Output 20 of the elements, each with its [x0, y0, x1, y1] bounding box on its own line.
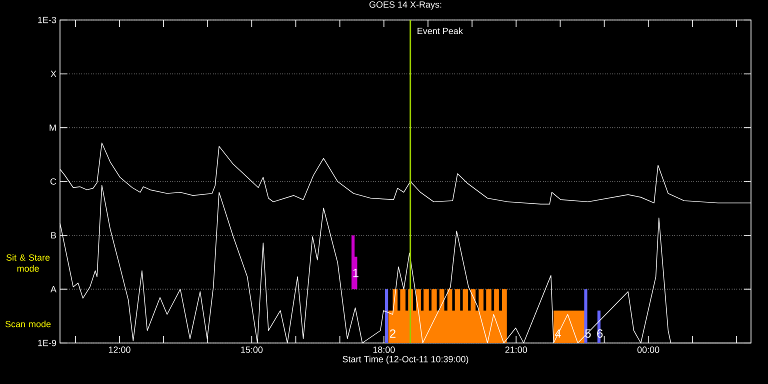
annotation: 2	[390, 329, 396, 338]
y-tick-label: X	[50, 70, 56, 77]
text: Sit & Stare mode	[6, 254, 50, 272]
text: Scan mode	[5, 320, 51, 328]
x-tick-label: 00:00	[637, 346, 660, 353]
y-tick-label: B	[51, 232, 56, 238]
x-tick-label: 21:00	[505, 346, 528, 353]
x-tick-label: 12:00	[108, 346, 130, 353]
y-tick-label: M	[50, 124, 56, 131]
y-tick-label: C	[50, 178, 56, 185]
ref-line-label: Event Peak	[418, 28, 463, 34]
x-axis-title: Start Time (12-Oct-11 10:39:00)	[342, 356, 468, 364]
y-tick-label: 1E-9	[38, 340, 56, 346]
chart-title: GOES 14 X-Rays:	[369, 1, 442, 10]
y-tick-label: 1E-3	[38, 16, 56, 24]
x-tick-label: 15:00	[241, 346, 263, 353]
x-tick-label: 18:00	[373, 346, 395, 353]
bar	[385, 289, 388, 344]
annotation: 6	[597, 329, 603, 338]
y-tick-label: A	[50, 286, 56, 292]
